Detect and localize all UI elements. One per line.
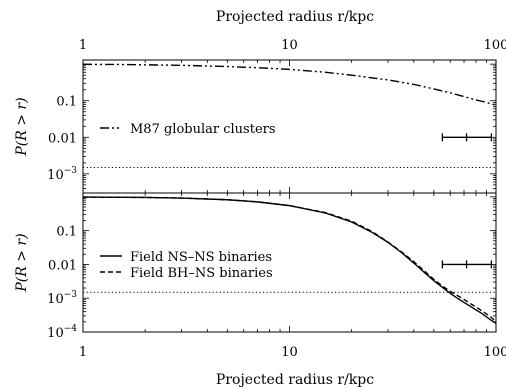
y-tick-label: 0.01 (48, 258, 77, 273)
x-tick-label: 1 (79, 345, 87, 360)
y-tick-label: 0.1 (56, 95, 77, 110)
y-tick-label: 0.1 (56, 225, 77, 240)
y-tick-label: 10−3 (47, 166, 77, 183)
y-axis-label: P(R > r) (14, 97, 30, 156)
x-tick-label: 10 (281, 38, 298, 53)
x-tick-label: 10 (281, 345, 298, 360)
x-tick-label: 1 (79, 38, 87, 53)
y-tick-label: 10−3 (47, 290, 77, 307)
legend-label: Field NS–NS binaries (130, 250, 272, 265)
legend-label: M87 globular clusters (130, 122, 276, 137)
bottom-panel: 1 10 100 0.1 0.01 10−3 10−4 P(R > r) Field NS–NS… (14, 192, 506, 360)
legend-label: Field BH–NS binaries (130, 266, 273, 281)
series-line (82, 63, 497, 106)
x-axis-label-top: Projected radius r/kpc (216, 9, 374, 25)
x-axis-label-bottom: Projected radius r/kpc (216, 372, 374, 388)
y-tick-label: 10−4 (47, 324, 77, 341)
y-tick-label: 0.01 (48, 131, 77, 146)
x-tick-label: 100 (484, 345, 506, 360)
series-line (82, 196, 497, 323)
y-axis-label: P(R > r) (14, 233, 30, 292)
top-panel: 1 10 100 0.1 0.01 10−3 P(R > r) M87 globular cl… (14, 38, 506, 194)
x-tick-label: 100 (484, 38, 506, 53)
